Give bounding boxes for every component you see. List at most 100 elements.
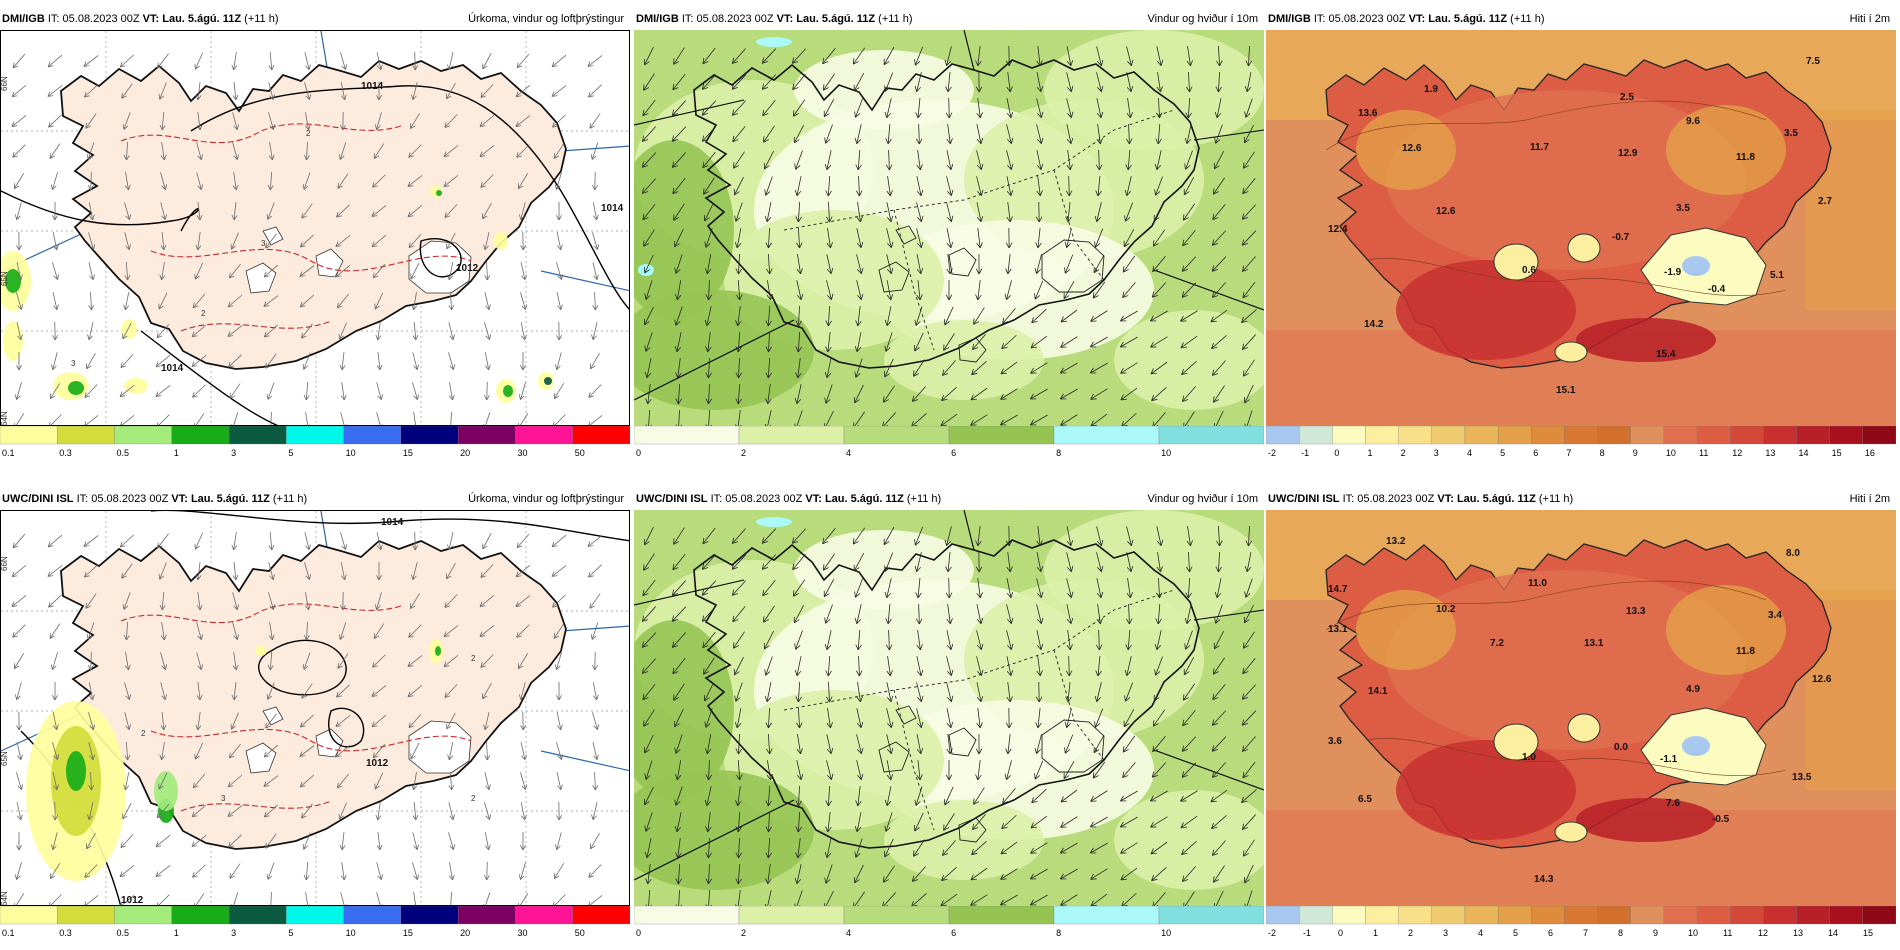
latitude-label: 64N: [1, 411, 9, 426]
wind-vector: [1037, 656, 1041, 676]
wind-vector: [16, 382, 22, 400]
wind-vector: [854, 411, 865, 426]
wind-vector-head: [119, 541, 123, 548]
wind-vector: [977, 46, 981, 66]
wind-vector-head: [129, 214, 132, 220]
wind-vector-head: [589, 603, 591, 609]
wind-vector-head: [128, 244, 131, 250]
wind-vector-head: [11, 575, 18, 578]
wind-vector: [1120, 362, 1138, 374]
wind-vector: [480, 84, 494, 98]
wind-vector: [1243, 631, 1255, 649]
wind-vector-head: [1242, 347, 1249, 350]
wind-vector-head: [337, 663, 339, 669]
wind-vector: [976, 656, 982, 676]
wind-vector-head: [552, 545, 558, 548]
wind-vector-head: [1151, 398, 1158, 402]
wind-vector-head: [946, 164, 952, 171]
wind-vector: [556, 772, 562, 790]
wind-vector: [1034, 760, 1044, 780]
wind-vector-head: [912, 399, 919, 402]
wind-vector: [858, 655, 860, 677]
wind-vector: [737, 811, 741, 833]
wind-vector-head: [161, 755, 166, 761]
wind-vector: [1212, 360, 1226, 376]
wind-vector: [587, 55, 603, 67]
wind-vector-head: [825, 399, 831, 404]
wind-vector-head: [165, 184, 168, 190]
wind-vector-head: [1218, 86, 1222, 93]
wind-vector-head: [768, 346, 772, 353]
wind-vector: [407, 204, 423, 218]
wind-vector-head: [299, 781, 303, 788]
wind-vector-head: [793, 593, 799, 597]
wind-vector-head: [377, 875, 382, 880]
wind-vector: [588, 864, 602, 878]
wind-vector: [592, 802, 598, 820]
wind-vector-head: [1039, 190, 1043, 197]
wind-vector-head: [704, 319, 708, 326]
wind-vector-head: [672, 671, 679, 675]
wind-vector-head: [412, 815, 417, 821]
grid-line: [1193, 129, 1264, 141]
wind-vector: [887, 124, 891, 144]
wind-vector: [1066, 604, 1072, 624]
wind-vector-head: [50, 664, 53, 670]
wind-vector: [16, 292, 22, 310]
wind-vector: [767, 305, 771, 327]
wind-vector-head: [950, 241, 954, 248]
wind-vector-head: [551, 91, 555, 97]
wind-vector-head: [702, 641, 705, 648]
wind-vector-head: [1212, 188, 1215, 195]
wind-vector-head: [1156, 112, 1160, 119]
colorbar-swatch: [1663, 906, 1698, 925]
wind-vector-head: [890, 293, 894, 300]
wind-vector-head: [1160, 566, 1163, 573]
wind-vector-head: [1241, 316, 1244, 323]
wind-vector-head: [267, 395, 273, 400]
wind-vector: [1068, 175, 1070, 197]
wind-vector-head: [794, 877, 798, 884]
wind-vector: [269, 651, 273, 671]
wind-vector-head: [1241, 745, 1245, 752]
wind-vector: [643, 709, 655, 727]
wind-vector: [916, 656, 922, 676]
wind-vector-head: [515, 605, 522, 607]
wind-vector-head: [126, 155, 130, 161]
wind-vector: [119, 385, 135, 397]
wind-vector-head: [235, 184, 239, 191]
colorbar-swatch: [1365, 426, 1399, 445]
wind-vector: [1212, 684, 1226, 700]
colorbar-swatch: [1597, 426, 1631, 445]
wind-vector-head: [977, 774, 982, 781]
wind-vector: [161, 262, 165, 280]
wind-vector-head: [1242, 187, 1245, 194]
wind-vector-head: [942, 849, 945, 856]
wind-vector-head: [372, 665, 378, 668]
wind-vector-head: [159, 754, 162, 761]
wind-vector-head: [1004, 773, 1007, 780]
wind-vector: [798, 227, 800, 249]
wind-vector: [197, 592, 201, 610]
wind-vector: [827, 655, 831, 677]
wind-vector: [301, 323, 313, 339]
wind-vector: [1006, 630, 1012, 650]
wind-vector-head: [93, 724, 96, 730]
wind-vector-head: [737, 346, 742, 353]
temperature-map: 7.51.92.513.69.63.512.6 11.712.9 11.82.712…: [1266, 30, 1896, 426]
wind-vector: [299, 745, 315, 757]
wind-vector-head: [1182, 719, 1185, 726]
wind-vector-head: [85, 125, 91, 129]
wind-vector-head: [410, 125, 416, 130]
wind-vector-head: [1121, 900, 1124, 906]
wind-vector-head: [671, 589, 675, 596]
wind-vector: [484, 352, 490, 370]
wind-vector-head: [977, 294, 982, 301]
wind-vector-head: [673, 697, 680, 701]
wind-vector: [672, 177, 686, 195]
wind-vector-head: [522, 845, 526, 851]
wind-map: [634, 510, 1264, 906]
wind-vector: [126, 621, 128, 641]
wind-vector-head: [702, 139, 709, 142]
wind-vector: [449, 382, 453, 400]
